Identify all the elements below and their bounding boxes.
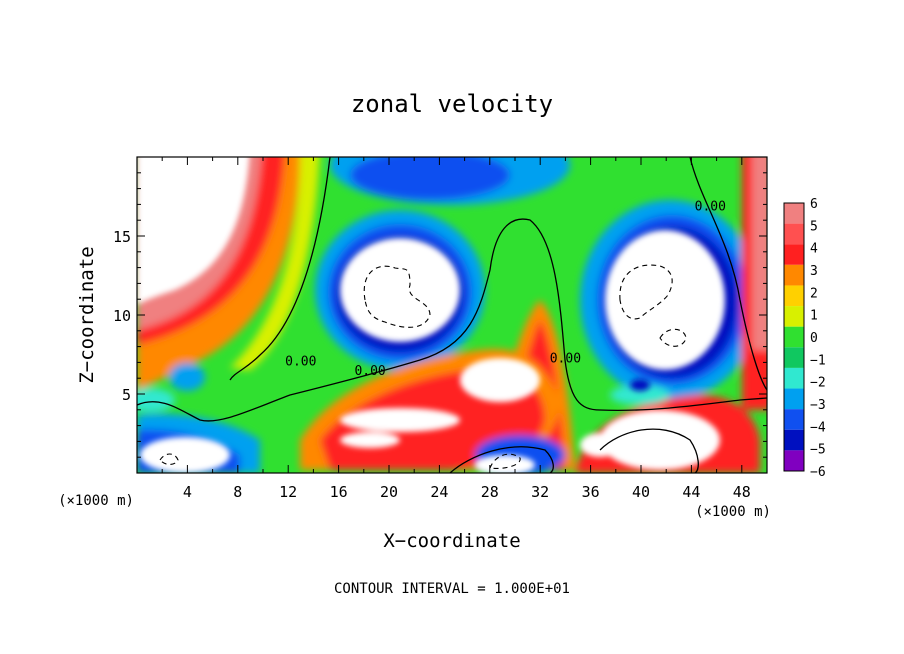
colorbar-swatch <box>784 367 804 389</box>
x-unit-label-right: (×1000 m) <box>695 504 771 520</box>
y-axis-label: Z−coordinate <box>76 246 98 383</box>
velocity-field <box>137 157 767 473</box>
colorbar-swatch <box>784 429 804 451</box>
x-unit-label-left: (×1000 m) <box>58 493 134 509</box>
colorbar-swatch <box>784 223 804 245</box>
colorbar-frame <box>783 202 805 472</box>
x-tick-label: 44 <box>682 483 700 501</box>
colorbar-label: 3 <box>810 264 818 279</box>
contour-interval-note: CONTOUR INTERVAL = 1.000E+01 <box>334 581 570 597</box>
x-tick-label: 12 <box>279 483 297 501</box>
x-tick-label: 48 <box>733 483 751 501</box>
x-tick-label: 16 <box>330 483 348 501</box>
x-axis-ticks: 4 8 12 16 20 24 28 32 36 40 44 48 <box>161 157 751 501</box>
colorbar-label: 1 <box>810 309 818 324</box>
x-tick-label: 24 <box>430 483 448 501</box>
colorbar-swatch <box>784 264 804 286</box>
y-tick-label: 5 <box>122 386 131 404</box>
x-tick-label: 36 <box>582 483 600 501</box>
y-tick-label: 10 <box>113 307 131 325</box>
colorbar-label: −6 <box>810 465 826 480</box>
colorbar-label: −2 <box>810 376 826 391</box>
x-tick-label: 20 <box>380 483 398 501</box>
x-tick-label: 40 <box>632 483 650 501</box>
x-tick-label: 32 <box>531 483 549 501</box>
colorbar-label: 2 <box>810 286 818 301</box>
contour-label: 0.00 <box>695 200 726 215</box>
colorbar-label: −3 <box>810 398 826 413</box>
colorbar-label: −5 <box>810 443 826 458</box>
chart-title: zonal velocity <box>351 90 553 118</box>
colorbar: 6 5 4 3 2 1 0 −1 −2 −3 −4 −5 −6 <box>783 197 826 480</box>
y-tick-label: 15 <box>113 228 131 246</box>
colorbar-label: 0 <box>810 331 818 346</box>
colorbar-swatch <box>784 450 804 471</box>
y-axis-ticks: 5 10 15 <box>113 172 767 458</box>
contour-label: 0.00 <box>285 355 316 370</box>
colorbar-swatch <box>784 347 804 368</box>
colorbar-label: −1 <box>810 353 826 368</box>
colorbar-swatch <box>784 306 804 327</box>
colorbar-swatch <box>784 326 804 348</box>
colorbar-swatch <box>784 244 804 265</box>
colorbar-label: 4 <box>810 242 818 257</box>
colorbar-swatch <box>784 409 804 430</box>
colorbar-label: 5 <box>810 219 818 234</box>
colorbar-label: −4 <box>810 420 826 435</box>
colorbar-swatch <box>784 285 804 307</box>
contour-label: 0.00 <box>550 351 581 366</box>
colorbar-label: 6 <box>810 197 818 212</box>
x-tick-label: 4 <box>183 483 192 501</box>
x-tick-label: 28 <box>481 483 499 501</box>
x-axis-label: X−coordinate <box>383 530 520 552</box>
x-tick-label: 8 <box>233 483 242 501</box>
colorbar-swatch <box>784 388 804 410</box>
colorbar-swatch <box>784 203 804 224</box>
contour-labels: 0.00 0.00 0.00 0.00 <box>285 200 726 379</box>
contour-label: 0.00 <box>354 364 385 379</box>
